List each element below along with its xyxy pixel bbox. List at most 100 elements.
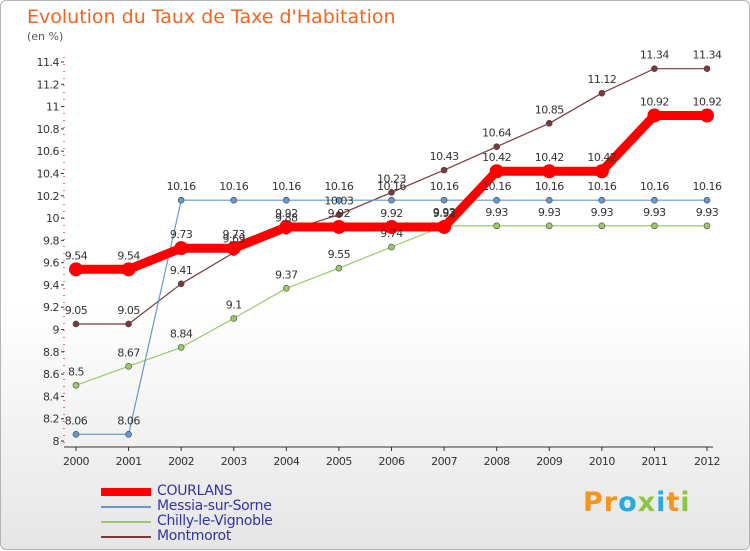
- data-point: [493, 222, 500, 230]
- data-label: 9.74: [380, 227, 403, 240]
- data-point: [437, 219, 452, 234]
- legend-label: Messia-sur-Sorne: [157, 498, 272, 514]
- y-tick-label: 8.6: [43, 368, 59, 381]
- data-point: [493, 196, 500, 204]
- data-label: 10.16: [430, 180, 459, 193]
- y-tick-label: 9.8: [43, 234, 59, 247]
- data-label: 10.03: [324, 195, 353, 208]
- y-tick-label: 10.2: [37, 190, 60, 203]
- data-label: 10.16: [324, 180, 353, 193]
- data-label: 9.55: [328, 248, 351, 261]
- logo-letter: r: [603, 487, 619, 518]
- data-point: [177, 280, 185, 288]
- data-point: [545, 196, 553, 204]
- data-label: 8.67: [117, 346, 140, 359]
- x-tick-label: 2012: [694, 455, 720, 468]
- series-lines: [69, 65, 714, 438]
- x-tick-label: 2010: [589, 455, 615, 468]
- data-point: [703, 196, 711, 204]
- data-point: [651, 222, 658, 230]
- data-point: [335, 211, 343, 219]
- data-point: [125, 431, 132, 438]
- data-point: [489, 164, 504, 179]
- legend-swatch: [101, 521, 151, 523]
- data-label: 11.12: [587, 73, 616, 86]
- y-tick-label: 11.2: [37, 78, 60, 91]
- data-point: [230, 196, 238, 204]
- data-point: [125, 320, 132, 328]
- x-tick-label: 2003: [221, 455, 247, 468]
- data-point: [69, 262, 83, 277]
- data-label: 9.05: [117, 304, 140, 317]
- logo-letter: o: [618, 487, 638, 518]
- data-label: 9.54: [65, 249, 88, 262]
- data-point: [283, 284, 290, 292]
- data-label: 9.92: [328, 207, 351, 220]
- x-tick-label: 2006: [379, 455, 405, 468]
- data-label: 10.16: [693, 180, 722, 193]
- data-point: [598, 89, 606, 97]
- logo-letter: i: [656, 487, 667, 518]
- data-label: 10.16: [535, 180, 564, 193]
- data-label: 8.06: [117, 414, 140, 427]
- data-point: [388, 196, 395, 204]
- data-label: 9.93: [591, 206, 614, 219]
- data-point: [121, 262, 136, 277]
- data-label: 9.93: [485, 206, 508, 219]
- data-label: 9.93: [643, 206, 666, 219]
- y-tick-label: 8.2: [43, 413, 59, 426]
- data-label: 11.34: [640, 49, 669, 62]
- data-label: 9.93: [696, 206, 719, 219]
- chart-axes: 8 8.2 8.4 8.6 8.8 9 9.2 9.4 9.6 9.8 10 10.2 10.4 10.6…: [37, 56, 721, 468]
- data-label: 8.84: [170, 327, 193, 340]
- data-point: [700, 108, 714, 123]
- y-tick-label: 11: [46, 101, 59, 114]
- logo-letter: i: [680, 487, 691, 518]
- data-label: 9.92: [433, 207, 456, 220]
- data-label: 10.16: [377, 180, 406, 193]
- data-label: 10.64: [482, 127, 511, 140]
- data-label: 9.05: [65, 304, 88, 317]
- chart-subtitle: (en %): [27, 30, 64, 43]
- y-tick-label: 10.4: [37, 167, 60, 180]
- y-tick-label: 8.4: [43, 390, 59, 403]
- y-tick-label: 8: [53, 435, 60, 448]
- data-label: 9.37: [275, 268, 298, 281]
- logo-letter: P: [583, 487, 604, 518]
- chart-title: Evolution du Taux de Taxe d'Habitation: [27, 6, 396, 28]
- data-point: [647, 108, 662, 123]
- y-tick-label: 10.6: [37, 145, 60, 158]
- data-label: 10.23: [377, 172, 406, 185]
- data-point: [598, 196, 606, 204]
- data-label: 10.43: [430, 150, 459, 163]
- legend-label: Montmorot: [157, 528, 232, 544]
- legend-label: COURLANS: [157, 483, 233, 499]
- y-tick-label: 9: [53, 324, 60, 337]
- legend-swatch: [101, 506, 151, 508]
- data-point: [72, 381, 80, 389]
- x-tick-label: 2009: [536, 455, 562, 468]
- data-point: [174, 241, 189, 256]
- y-tick-label: 9.4: [43, 279, 59, 292]
- data-label: 9.54: [117, 249, 140, 262]
- data-label: 10.85: [535, 103, 564, 116]
- data-point: [72, 431, 80, 438]
- data-point: [388, 243, 395, 251]
- x-tick-label: 2007: [431, 455, 457, 468]
- data-label: 9.69: [223, 233, 246, 246]
- data-label: 10.16: [167, 180, 196, 193]
- data-label: 10.92: [693, 96, 722, 109]
- y-tick-label: 10: [46, 212, 59, 225]
- series-line-montmorot: [75, 68, 708, 325]
- data-labels: 9.54 9.54 9.73 9.73 9.92 9.92 9.92 9.92 10.42 10.…: [65, 49, 723, 428]
- data-point: [542, 164, 557, 179]
- data-point: [384, 219, 399, 234]
- data-point: [335, 196, 343, 204]
- data-label: 10.16: [219, 180, 248, 193]
- proxiti-logo: Proxiti: [583, 487, 691, 518]
- data-label: 9.1: [226, 298, 242, 311]
- data-label: 10.16: [272, 180, 301, 193]
- logo-letter: x: [637, 487, 657, 518]
- data-label: 9.88: [275, 211, 298, 224]
- data-label: 9.73: [170, 228, 193, 241]
